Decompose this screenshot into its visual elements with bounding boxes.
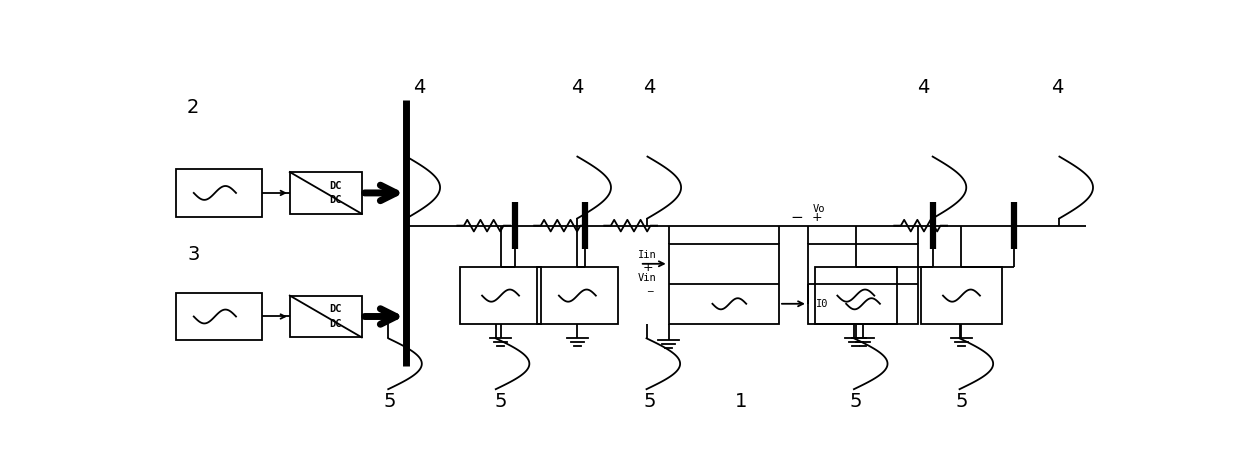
- Bar: [176, 293, 263, 340]
- Bar: [808, 244, 918, 324]
- Text: DC: DC: [330, 195, 342, 205]
- Text: 4: 4: [1052, 78, 1063, 97]
- Text: _: _: [648, 282, 653, 292]
- Text: Vin: Vin: [638, 273, 657, 283]
- Text: 5: 5: [494, 392, 507, 412]
- Text: 5: 5: [384, 392, 396, 412]
- Bar: [536, 268, 618, 324]
- Text: DC: DC: [330, 181, 342, 191]
- Text: DC: DC: [330, 304, 342, 314]
- Text: 4: 4: [917, 78, 929, 97]
- Text: 5: 5: [643, 392, 655, 412]
- Text: 4: 4: [571, 78, 584, 97]
- Text: 1: 1: [735, 392, 747, 412]
- Bar: [290, 172, 362, 214]
- Text: +: +: [812, 211, 823, 224]
- Text: 4: 4: [643, 78, 655, 97]
- Text: Vo: Vo: [813, 204, 825, 214]
- Text: −: −: [790, 210, 803, 225]
- Text: DC: DC: [330, 319, 342, 329]
- Text: 3: 3: [187, 245, 199, 264]
- Text: 2: 2: [187, 98, 199, 117]
- Text: +: +: [642, 261, 653, 274]
- Bar: [176, 169, 263, 217]
- Bar: [815, 268, 897, 324]
- Bar: [460, 268, 541, 324]
- Text: 4: 4: [413, 78, 425, 97]
- Text: 5: 5: [955, 392, 968, 412]
- Text: 5: 5: [850, 392, 862, 412]
- Text: I0: I0: [815, 299, 828, 309]
- Bar: [921, 268, 1002, 324]
- Bar: [669, 244, 779, 324]
- Bar: [290, 295, 362, 337]
- Text: Iin: Iin: [638, 250, 657, 260]
